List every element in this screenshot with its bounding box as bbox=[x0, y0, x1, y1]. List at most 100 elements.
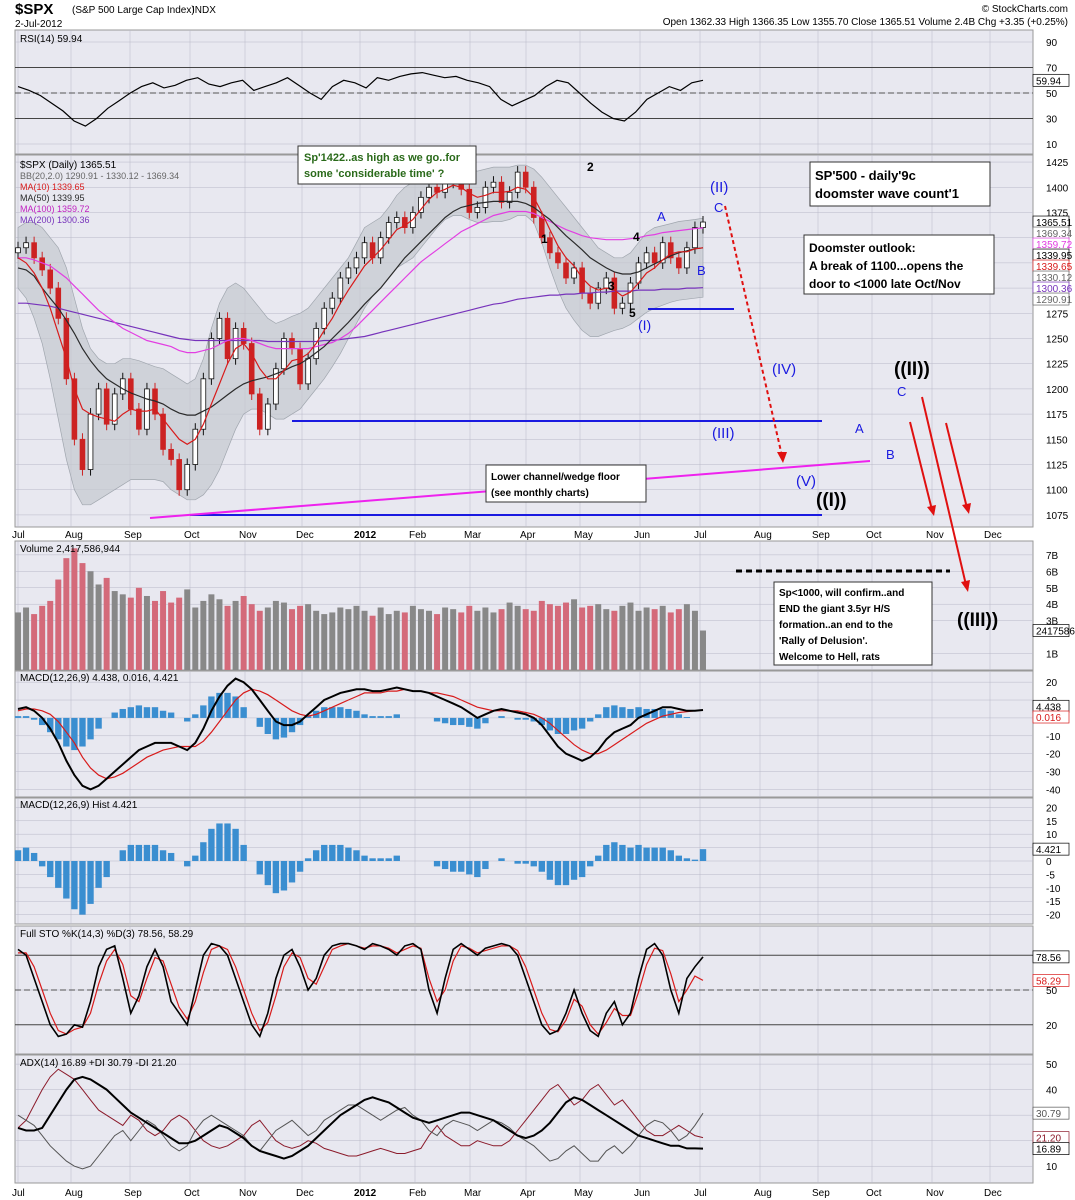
hist-bar bbox=[256, 861, 263, 875]
macd-diff-bar bbox=[474, 717, 481, 729]
x-tick-label: Feb bbox=[409, 530, 427, 541]
macd-diff-bar bbox=[264, 717, 272, 734]
hist-bar bbox=[530, 861, 537, 867]
hist-bar bbox=[22, 847, 30, 861]
macd-diff-bar bbox=[562, 717, 570, 734]
x-tick-label: Jul bbox=[694, 530, 707, 541]
hist-bar bbox=[651, 847, 658, 861]
outlook-line3: door to <1000 late Oct/Nov bbox=[809, 277, 961, 291]
macd-diff-bar bbox=[232, 696, 239, 718]
chart-date: 2-Jul-2012 bbox=[15, 19, 63, 30]
hist-bar bbox=[578, 861, 586, 878]
volume-bar bbox=[31, 614, 38, 670]
candle-body bbox=[385, 222, 392, 239]
volume-bar bbox=[337, 607, 344, 670]
x-tick-label: Nov bbox=[239, 530, 257, 541]
adx-plus-di-last-value-box bbox=[1032, 1106, 1070, 1120]
macd-diff-bar bbox=[627, 708, 634, 718]
wave-label-A: A bbox=[657, 209, 666, 224]
hist-bar bbox=[167, 852, 175, 861]
sto-legend: Full STO %K(14,3) %D(3) 78.56, 58.29 bbox=[20, 929, 194, 940]
macd-diff-bar bbox=[47, 717, 54, 733]
volume-bar bbox=[490, 612, 497, 670]
copyright: © StockCharts.com bbox=[982, 4, 1068, 15]
dotted-arrow-head bbox=[777, 452, 787, 463]
volume-bar bbox=[176, 597, 183, 670]
price-last-value: 1290.91 bbox=[1036, 295, 1073, 306]
volume-bar bbox=[39, 605, 46, 670]
rsi-legend: RSI(14) 59.94 bbox=[20, 34, 83, 45]
macd-diff-bar bbox=[393, 714, 400, 718]
x-tick-label: Jul bbox=[12, 530, 25, 541]
ma50-line bbox=[17, 200, 704, 416]
x-tick-label: Aug bbox=[754, 530, 772, 541]
hist-bar bbox=[151, 844, 159, 861]
axis-labels: Jul Aug Sep Oct Nov Dec 2012 Feb Mar Apr May Jun Jul… bbox=[12, 38, 1075, 1199]
volume-bar bbox=[369, 615, 376, 670]
macd-diff-bar bbox=[514, 717, 521, 720]
volume-bar bbox=[466, 605, 473, 670]
sto-k-last-value: 78.56 bbox=[1036, 953, 1061, 964]
candle-body bbox=[305, 358, 311, 385]
hist-bar bbox=[498, 858, 505, 861]
candle-body bbox=[87, 413, 94, 470]
x-tick-label: Dec bbox=[296, 530, 314, 541]
volume-bar bbox=[240, 595, 247, 670]
macd-tick: -40 bbox=[1046, 785, 1061, 796]
hist-tick: -20 bbox=[1046, 911, 1061, 922]
wave-label-II: (II) bbox=[710, 179, 728, 196]
price-tick: 1100 bbox=[1046, 486, 1068, 497]
x-tick-label: Mar bbox=[464, 530, 482, 541]
volume-bar bbox=[691, 610, 698, 670]
hist-bar bbox=[522, 861, 529, 864]
candle-body bbox=[297, 348, 303, 385]
hist-bar bbox=[570, 861, 578, 880]
candle-body bbox=[651, 252, 658, 264]
x-tick-label: 2012 bbox=[354, 530, 377, 541]
x-tick-label: Sep bbox=[812, 530, 830, 541]
hist-bar bbox=[611, 842, 618, 861]
wave-label-C: C bbox=[714, 200, 723, 215]
macd-diff-bar bbox=[192, 714, 199, 718]
price-tick: 1425 bbox=[1046, 158, 1069, 169]
macd-diff-bar bbox=[345, 708, 352, 718]
volume-bar bbox=[522, 609, 529, 670]
candle-body bbox=[23, 242, 29, 249]
red-arrow-1-head bbox=[927, 505, 936, 516]
x-tick-label: Apr bbox=[520, 530, 536, 541]
macd-diff-bar bbox=[79, 717, 86, 747]
hist-bar bbox=[449, 861, 457, 872]
rsi-last-value-box bbox=[1032, 73, 1070, 87]
adx-legend: ADX(14) 16.89 +DI 30.79 -DI 21.20 bbox=[20, 1058, 177, 1069]
volume-bar bbox=[579, 607, 586, 670]
hist-bar bbox=[675, 855, 683, 861]
volume-bar bbox=[305, 604, 312, 670]
x-tick-label: Oct bbox=[866, 1188, 882, 1199]
wave-label-B-second: B bbox=[886, 447, 895, 462]
candle-body bbox=[248, 343, 255, 395]
wave-label-5: 5 bbox=[629, 306, 636, 320]
candle-body bbox=[555, 252, 561, 264]
candle-body bbox=[482, 186, 489, 208]
macd-diff-bar bbox=[280, 717, 288, 738]
macd-diff-bar bbox=[466, 717, 473, 727]
hist-bar bbox=[458, 861, 465, 872]
candle-body bbox=[63, 317, 70, 380]
macd-diff-bar bbox=[603, 707, 610, 718]
wave-label-I-double: ((I)) bbox=[816, 490, 847, 511]
macd-diff-bar bbox=[159, 710, 167, 718]
x-tick-label: Nov bbox=[926, 530, 944, 541]
hist-tick: -15 bbox=[1046, 897, 1061, 908]
candle-body bbox=[522, 171, 529, 188]
symbol: $SPX bbox=[15, 1, 53, 18]
volume-bar bbox=[168, 602, 175, 670]
hist-bar bbox=[184, 861, 191, 867]
candle-body bbox=[47, 269, 54, 289]
outlook-line1: Doomster outlook: bbox=[809, 241, 916, 255]
macd-diff-bar bbox=[143, 707, 151, 718]
x-tick-label: 2012 bbox=[354, 1188, 377, 1199]
volume-bar bbox=[361, 610, 368, 670]
channel-note-line1: Lower channel/wedge floor bbox=[491, 472, 620, 483]
candle-body bbox=[168, 448, 174, 460]
